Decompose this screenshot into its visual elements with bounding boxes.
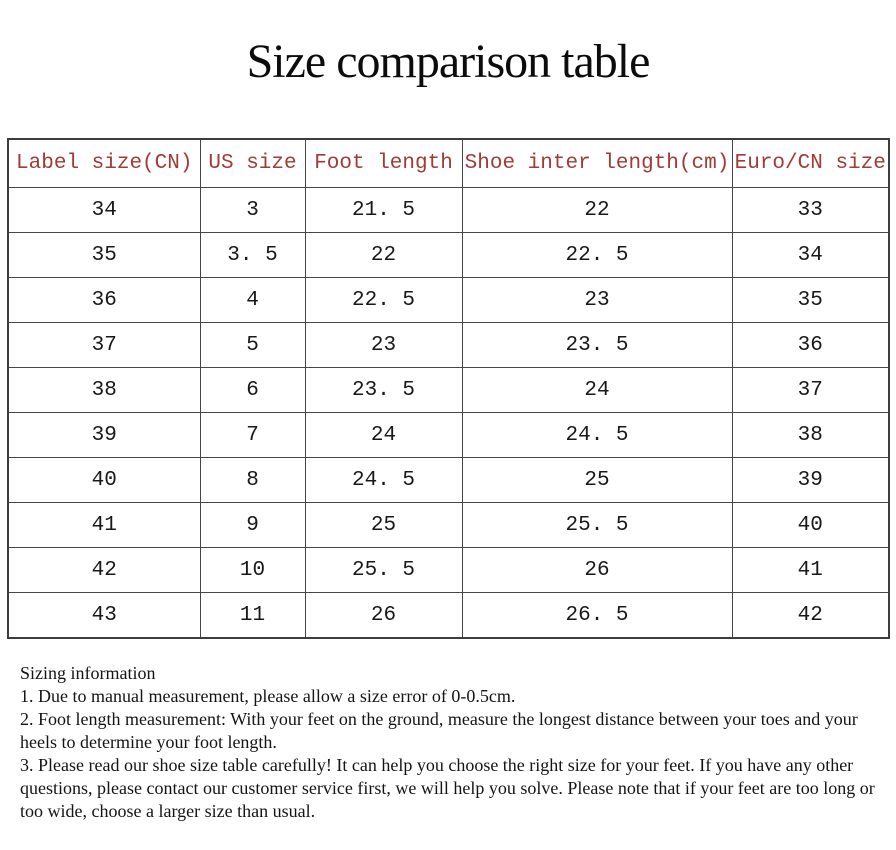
table-cell: 39 [7,412,201,458]
table-cell: 25. 5 [461,502,733,548]
table-row: 43 11 26 26. 5 42 [7,592,890,639]
table-cell: 11 [199,592,306,639]
note-item-1: 1. Due to manual measurement, please all… [20,686,516,706]
table-cell: 22. 5 [304,277,463,323]
table-cell: 34 [731,232,890,278]
table-cell: 40 [731,502,890,548]
table-cell: 24. 5 [304,457,463,503]
table-cell: 8 [199,457,306,503]
table-row: 37 5 23 23. 5 36 [7,322,890,368]
header-foot-length: Foot length [304,138,463,188]
table-cell: 10 [199,547,306,593]
table-cell: 41 [7,502,201,548]
table-cell: 21. 5 [304,187,463,233]
table-cell: 40 [7,457,201,503]
table-cell: 23. 5 [304,367,463,413]
table-cell: 5 [199,322,306,368]
note-item-2: 2. Foot length measurement: With your fe… [20,709,858,752]
table-cell: 42 [7,547,201,593]
table-cell: 22 [304,232,463,278]
header-shoe-inter-length: Shoe inter length(cm) [461,138,733,188]
table-row: 38 6 23. 5 24 37 [7,367,890,413]
table-cell: 23 [461,277,733,323]
table-cell: 3. 5 [199,232,306,278]
table-cell: 38 [7,367,201,413]
table-row: 42 10 25. 5 26 41 [7,547,890,593]
table-cell: 24 [304,412,463,458]
table-cell: 39 [731,457,890,503]
table-cell: 38 [731,412,890,458]
table-cell: 26. 5 [461,592,733,639]
table-row: 40 8 24. 5 25 39 [7,457,890,503]
table-row: 39 7 24 24. 5 38 [7,412,890,458]
table-cell: 41 [731,547,890,593]
table-cell: 35 [7,232,201,278]
table-cell: 36 [7,277,201,323]
header-row: Label size(CN) US size Foot length Shoe … [7,138,890,188]
sizing-notes: Sizing information 1. Due to manual meas… [20,662,878,823]
size-table: Label size(CN) US size Foot length Shoe … [7,138,890,639]
table-row: 36 4 22. 5 23 35 [7,277,890,323]
size-table-body: 34 3 21. 5 22 33 35 3. 5 22 22. 5 34 36 4 22. 5 23 35 3… [7,187,890,639]
table-cell: 22 [461,187,733,233]
table-cell: 35 [731,277,890,323]
notes-heading: Sizing information [20,663,156,683]
table-cell: 34 [7,187,201,233]
table-cell: 4 [199,277,306,323]
table-row: 34 3 21. 5 22 33 [7,187,890,233]
table-cell: 42 [731,592,890,639]
table-cell: 33 [731,187,890,233]
page-title: Size comparison table [246,35,651,88]
note-item-3: 3. Please read our shoe size table caref… [20,755,875,821]
table-cell: 9 [199,502,306,548]
table-cell: 23. 5 [461,322,733,368]
table-cell: 37 [7,322,201,368]
header-label-size-cn: Label size(CN) [7,138,201,188]
table-cell: 22. 5 [461,232,733,278]
table-cell: 25. 5 [304,547,463,593]
table-cell: 26 [304,592,463,639]
table-cell: 43 [7,592,201,639]
header-euro-cn-size: Euro/CN size [731,138,890,188]
table-cell: 24. 5 [461,412,733,458]
table-cell: 24 [461,367,733,413]
table-cell: 37 [731,367,890,413]
table-cell: 36 [731,322,890,368]
table-cell: 26 [461,547,733,593]
header-us-size: US size [199,138,306,188]
table-cell: 25 [304,502,463,548]
table-cell: 6 [199,367,306,413]
table-cell: 3 [199,187,306,233]
table-cell: 7 [199,412,306,458]
table-cell: 23 [304,322,463,368]
table-row: 41 9 25 25. 5 40 [7,502,890,548]
table-cell: 25 [461,457,733,503]
table-row: 35 3. 5 22 22. 5 34 [7,232,890,278]
size-table-header: Label size(CN) US size Foot length Shoe … [7,138,890,188]
